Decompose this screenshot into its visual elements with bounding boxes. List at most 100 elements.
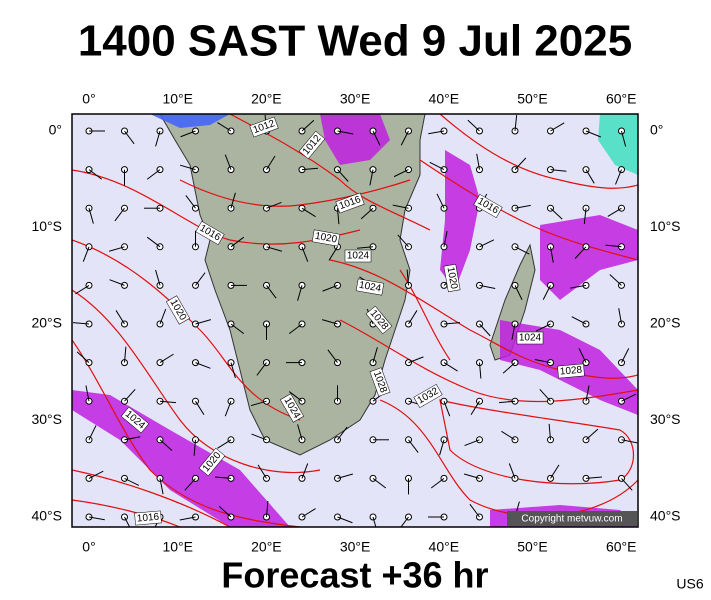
barb-shaft xyxy=(88,516,105,521)
barb-shaft xyxy=(470,400,480,416)
barb-shaft xyxy=(297,285,303,301)
wind-barb xyxy=(542,281,554,300)
isobar-label-bg xyxy=(134,510,162,526)
barb-shaft xyxy=(570,284,587,289)
isobar-label-bg xyxy=(120,406,150,434)
wind-barb xyxy=(618,393,637,405)
wind-barb xyxy=(146,236,164,251)
wind-barb xyxy=(85,204,94,224)
barb-shaft xyxy=(408,356,424,364)
wind-barb xyxy=(405,310,418,328)
barb-shaft xyxy=(393,169,409,178)
wind-barb xyxy=(156,474,164,495)
barb-shaft xyxy=(251,433,267,441)
barb-shaft xyxy=(360,207,374,220)
wind-barb xyxy=(508,463,519,482)
wind-barb xyxy=(297,424,306,444)
barb-shaft xyxy=(224,401,232,417)
wind-barb xyxy=(76,351,93,367)
wind-barb xyxy=(288,320,306,335)
wind-barb xyxy=(369,436,389,444)
wind-barb xyxy=(298,243,309,262)
isobar-label-bg xyxy=(198,447,226,477)
isobar-label: 1024 xyxy=(519,333,542,344)
wind-barb xyxy=(393,166,412,178)
wind-barb xyxy=(263,281,277,299)
barb-shaft xyxy=(443,362,458,372)
barb-shaft xyxy=(88,208,94,224)
wind-barb xyxy=(360,204,377,220)
wind-barb xyxy=(334,473,354,482)
barb-shaft xyxy=(124,516,131,527)
wind-barb xyxy=(511,243,530,255)
barb-shaft xyxy=(514,246,530,255)
barb-shaft xyxy=(301,463,309,479)
wind-barb xyxy=(535,320,554,332)
barb-shaft xyxy=(322,284,338,292)
wind-barb xyxy=(298,508,316,521)
wind-barb xyxy=(250,397,270,407)
wind-barb xyxy=(607,204,625,217)
wind-barb xyxy=(156,397,176,405)
wind-barb xyxy=(440,359,458,372)
barb-shaft xyxy=(185,195,196,209)
barb-shaft xyxy=(230,236,245,248)
wind-barb xyxy=(192,230,199,251)
barb-shaft xyxy=(82,246,90,262)
barb-shaft xyxy=(159,478,164,495)
wind-barb xyxy=(288,391,306,405)
barb-shaft xyxy=(548,423,551,440)
wind-barb xyxy=(547,423,554,444)
wind-barb xyxy=(334,166,349,182)
barb-shaft xyxy=(463,473,480,479)
longitude-label: 10°E xyxy=(162,91,193,107)
barb-shaft xyxy=(369,169,374,186)
wind-barb xyxy=(180,127,199,138)
latitude-label: 0° xyxy=(650,122,663,138)
isobar-label-bg xyxy=(279,393,305,423)
barb-shaft xyxy=(550,169,567,172)
barb-shaft xyxy=(180,130,196,138)
barb-shaft xyxy=(585,428,599,441)
barb-shaft xyxy=(467,119,480,132)
wind-barb xyxy=(571,316,590,328)
barb-shaft xyxy=(479,362,482,379)
isobar-label-bg xyxy=(473,193,503,219)
wind-barb xyxy=(121,474,140,486)
barb-shaft xyxy=(337,426,348,441)
barb-shaft xyxy=(436,193,445,209)
wind-barb xyxy=(75,281,93,295)
wind-barb xyxy=(155,127,164,147)
barb-shaft xyxy=(266,246,283,252)
longitude-label: 0° xyxy=(82,539,95,555)
wind-barb xyxy=(179,513,199,521)
barb-shaft xyxy=(469,503,480,518)
latitude-label: 0° xyxy=(49,122,62,138)
isobar-label-bg xyxy=(298,130,326,160)
latitude-label: 10°S xyxy=(31,218,62,234)
wind-barb xyxy=(334,127,354,135)
wind-barb xyxy=(436,193,448,212)
wind-barb xyxy=(369,513,377,527)
barb-shaft xyxy=(534,359,551,364)
wind-barb xyxy=(334,385,341,405)
barb-shaft xyxy=(75,284,90,295)
barb-shaft xyxy=(328,246,338,261)
wind-barb xyxy=(440,320,460,328)
wind-barb xyxy=(156,353,174,367)
isobar-label-group: 1020 xyxy=(311,229,341,247)
latitude-label: 40°S xyxy=(650,508,681,524)
barb-shaft xyxy=(397,234,409,248)
barb-shaft xyxy=(301,207,316,218)
barb-shaft xyxy=(88,425,97,441)
barb-shaft xyxy=(321,319,338,325)
wind-barb xyxy=(615,166,625,185)
wind-barb xyxy=(192,397,205,416)
barb-shaft xyxy=(337,169,349,182)
wind-barb xyxy=(184,474,199,491)
latitude-label: 10°S xyxy=(650,218,681,234)
wind-barb xyxy=(156,436,173,451)
wind-barb xyxy=(263,501,270,521)
barb-shaft xyxy=(406,269,409,286)
barb-shaft xyxy=(443,401,451,417)
